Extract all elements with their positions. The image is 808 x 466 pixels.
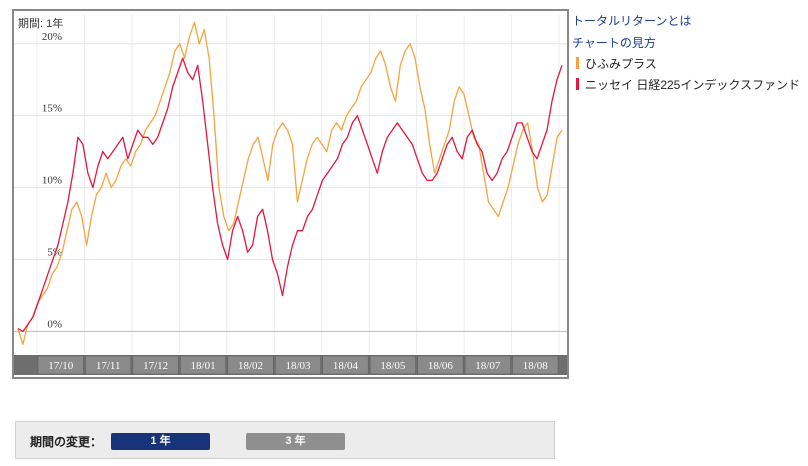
x-tick-label: 18/01 xyxy=(191,360,216,372)
x-axis-cell xyxy=(227,355,274,375)
x-tick-label: 18/02 xyxy=(238,360,263,372)
y-tick-label: 20% xyxy=(42,31,62,43)
x-tick-label: 17/11 xyxy=(96,360,121,372)
x-tick-label: 18/03 xyxy=(285,360,311,372)
chart-frame: 期間: 1年 0% 5% 10% 15% 20% 17/10 17/11 17/12 18/01… xyxy=(12,9,569,379)
x-axis-cell xyxy=(85,355,132,375)
legend-item-hifumi: ひふみプラス xyxy=(576,55,657,72)
chart-period-label: 期間: 1年 xyxy=(18,18,64,30)
x-axis-cell xyxy=(369,355,416,375)
y-tick-label: 15% xyxy=(42,103,62,115)
line-chart: 0%5%10%15%20%17/10 17/11 17/12 18/01 18/02 18… xyxy=(14,15,567,375)
x-tick-label: 18/04 xyxy=(333,360,359,372)
legend-swatch-hifumi xyxy=(576,57,579,69)
series-line-hifumi xyxy=(17,21,563,346)
period-1y-button[interactable]: 1 年 xyxy=(111,433,210,450)
y-tick-label: 0% xyxy=(47,318,62,330)
x-axis-cell xyxy=(322,355,369,375)
legend-label-nissay: ニッセイ 日経225インデックスファンド xyxy=(585,78,800,92)
period-change-label: 期間の変更： xyxy=(30,435,103,449)
x-tick-label: 17/10 xyxy=(48,360,74,372)
x-axis-cell xyxy=(37,355,84,375)
x-axis-cell xyxy=(464,355,511,375)
legend-swatch-nissay xyxy=(576,78,579,90)
x-axis-cell xyxy=(512,355,559,375)
x-tick-label: 18/08 xyxy=(523,360,549,372)
period-3y-button[interactable]: 3 年 xyxy=(246,433,345,450)
x-axis-cell xyxy=(417,355,464,375)
x-axis-cell xyxy=(180,355,227,375)
x-tick-label: 18/05 xyxy=(380,360,406,372)
period-selector: 期間の変更： 1 年 3 年 xyxy=(15,421,555,459)
y-tick-label: 10% xyxy=(42,175,62,187)
x-axis-cell xyxy=(275,355,321,375)
series-line-nissay xyxy=(17,57,563,333)
legend-item-nissay: ニッセイ 日経225インデックスファンド xyxy=(576,76,800,93)
chart-guide-help[interactable]: チャートの見方 xyxy=(572,34,656,51)
chart-guide-link[interactable]: チャートの見方 xyxy=(572,36,656,50)
x-axis-cell xyxy=(132,355,179,375)
total-return-help[interactable]: トータルリターンとは xyxy=(572,12,691,29)
total-return-link[interactable]: トータルリターンとは xyxy=(572,14,692,28)
x-tick-label: 18/06 xyxy=(428,360,454,372)
x-tick-label: 18/07 xyxy=(475,360,501,372)
legend-label-hifumi: ひふみプラス xyxy=(585,57,657,71)
x-tick-label: 17/12 xyxy=(143,360,168,372)
